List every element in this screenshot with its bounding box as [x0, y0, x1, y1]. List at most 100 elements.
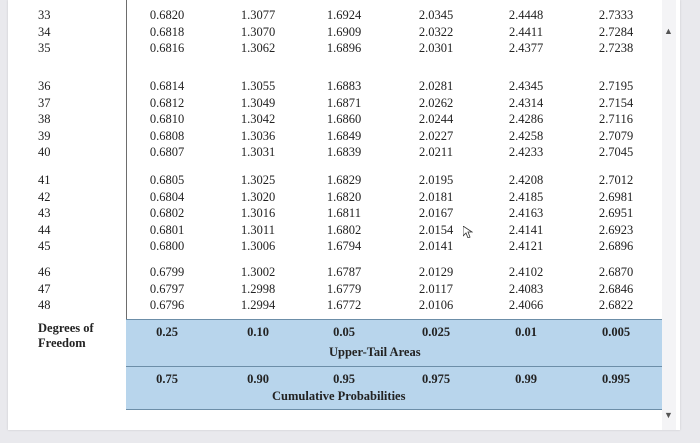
table-cell: 2.7116: [599, 112, 633, 126]
table-cell: 2.6822: [598, 298, 634, 312]
table-cell: 2.4185: [508, 189, 544, 204]
table-cell: 2.6846: [598, 281, 634, 296]
table-cell: 0.6812: [149, 95, 185, 110]
table-cell: 0.6818: [149, 24, 185, 39]
table-cell: 1.6871: [326, 95, 362, 110]
table-cell: 2.0181: [418, 189, 454, 204]
table-cell: 2.4163: [508, 206, 544, 220]
table-cell: 1.6802: [326, 222, 362, 237]
table-cell: 2.7154: [598, 95, 634, 110]
df-cell: 42: [38, 189, 51, 204]
table-cell: 0.6807: [149, 145, 185, 159]
table-cell: 1.3042: [240, 112, 276, 126]
table-cell: 2.4066: [508, 298, 544, 312]
table-cell: 0.6804: [149, 189, 185, 204]
upper-tail_values-value: 0.10: [247, 325, 269, 339]
table-cell: 2.0227: [418, 128, 454, 143]
df-cell: 38: [38, 112, 51, 126]
df-label-line1: Degrees of: [38, 321, 94, 335]
cumulative-values-value: 0.95: [333, 372, 355, 386]
cumulative-values-value: 0.90: [247, 372, 269, 386]
table-cell: 1.6772: [326, 298, 362, 312]
table-cell: 2.0244: [418, 112, 454, 126]
cumulative-values-value: 0.99: [515, 372, 537, 386]
table-cell: 2.6896: [598, 239, 634, 253]
table-cell: 1.3049: [240, 95, 276, 110]
table-cell: 2.4411: [509, 24, 543, 39]
column-separator: [126, 0, 127, 333]
table-cell: 2.7195: [598, 79, 634, 93]
table-cell: 1.6860: [326, 112, 362, 126]
table-cell: 2.0141: [418, 239, 454, 253]
df-cell: 41: [38, 173, 51, 187]
table-cell: 1.6794: [326, 239, 362, 253]
cumulative-values-value: 0.975: [421, 372, 451, 386]
table-cell: 2.0154: [418, 222, 454, 237]
table-cell: 1.6820: [326, 189, 362, 204]
t-distribution-table: 33 0.6820 1.3077 1.6924 2.0345 2.4448 2.7333 34…: [24, 0, 674, 415]
upper-tail_values-value: 0.025: [421, 325, 451, 339]
table-cell: 2.0211: [419, 145, 453, 159]
table-cell: 1.6909: [326, 24, 362, 39]
table-cell: 2.7333: [598, 8, 634, 22]
table-cell: 0.6810: [149, 112, 185, 126]
table-cell: 2.0167: [418, 206, 454, 220]
table-cell: 1.3036: [240, 128, 276, 143]
table-cell: 2.4448: [508, 8, 544, 22]
table-cell: 2.0301: [418, 41, 454, 55]
table-cell: 1.3011: [241, 222, 275, 237]
cumulative-band: [126, 366, 671, 410]
table-cell: 2.7012: [598, 173, 634, 187]
vertical-scrollbar[interactable]: ▲ ▼: [662, 0, 676, 430]
df-cell: 43: [38, 206, 51, 220]
table-cell: 1.6811: [327, 206, 361, 220]
triangle-down-icon[interactable]: ▼: [664, 410, 673, 420]
table-cell: 1.6849: [326, 128, 362, 143]
table-cell: 1.3031: [240, 145, 276, 159]
df-cell: 39: [38, 128, 51, 143]
table-cell: 1.2994: [240, 298, 276, 312]
table-cell: 2.4286: [508, 112, 544, 126]
upper-tail-caption: Upper-Tail Areas: [329, 345, 421, 359]
table-cell: 2.7045: [598, 145, 634, 159]
table-cell: 0.6796: [149, 298, 185, 312]
table-cell: 1.6779: [326, 281, 362, 296]
table-cell: 2.0262: [418, 95, 454, 110]
df-cell: 34: [38, 24, 51, 39]
table-cell: 0.6814: [149, 79, 185, 93]
upper-tail_values-value: 0.005: [601, 325, 631, 339]
df-cell: 37: [38, 95, 51, 110]
table-viewport[interactable]: 33 0.6820 1.3077 1.6924 2.0345 2.4448 2.7333 34…: [8, 0, 680, 430]
df-cell: 35: [38, 41, 51, 55]
table-cell: 1.3016: [240, 206, 276, 220]
upper-tail_values-value: 0.25: [156, 325, 178, 339]
table-cell: 2.0281: [418, 79, 454, 93]
df-cell: 46: [38, 265, 51, 279]
table-cell: 2.7079: [598, 128, 634, 143]
triangle-up-icon[interactable]: ▲: [664, 26, 673, 36]
df-cell: 44: [38, 222, 51, 237]
table-cell: 0.6816: [149, 41, 185, 55]
table-cell: 0.6797: [149, 281, 185, 296]
table-cell: 2.0322: [418, 24, 454, 39]
table-cell: 2.0345: [418, 8, 454, 22]
cumulative-values-value: 0.995: [601, 372, 631, 386]
upper-tail_values-value: 0.01: [515, 325, 537, 339]
table-cell: 2.4233: [508, 145, 544, 159]
cumulative-values-value: 0.75: [156, 372, 178, 386]
table-cell: 1.6787: [326, 265, 362, 279]
table-cell: 1.3002: [240, 265, 276, 279]
df-cell: 40: [38, 145, 51, 159]
table-cell: 2.0117: [419, 281, 453, 296]
table-cell: 0.6808: [149, 128, 185, 143]
table-cell: 1.3062: [240, 41, 276, 55]
table-cell: 1.2998: [240, 281, 276, 296]
df-cell: 48: [38, 298, 51, 312]
table-cell: 1.3020: [240, 189, 276, 204]
table-cell: 1.3070: [240, 24, 276, 39]
table-cell: 0.6800: [149, 239, 185, 253]
table-cell: 2.0106: [418, 298, 454, 312]
df-label: Degrees of Freedom: [38, 321, 94, 351]
table-cell: 2.6981: [598, 189, 634, 204]
table-cell: 2.4141: [508, 222, 544, 237]
